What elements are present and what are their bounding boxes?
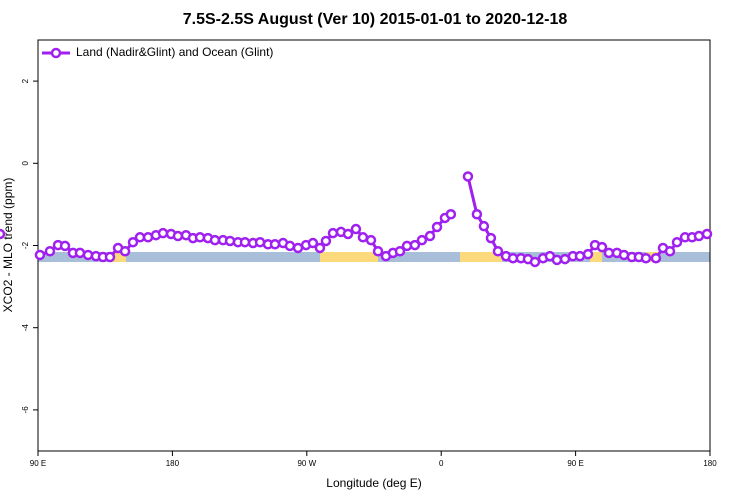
point [394, 246, 406, 257]
legend-marker [50, 47, 62, 59]
point [269, 239, 281, 250]
point [209, 234, 221, 246]
point [492, 246, 504, 257]
y-axis-label: XCO2 - MLO trend (ppm) [1, 178, 15, 313]
point [157, 227, 169, 239]
point [134, 232, 146, 243]
point [59, 240, 71, 252]
point [320, 235, 332, 247]
x-axis-label: Longitude (deg E) [326, 476, 421, 490]
point [650, 252, 662, 264]
land-strip [110, 252, 126, 262]
point [239, 236, 251, 248]
point [44, 246, 56, 257]
point [485, 232, 497, 244]
point [603, 247, 615, 259]
point [74, 247, 86, 259]
point [409, 239, 421, 251]
point [471, 209, 483, 220]
point [224, 235, 236, 247]
point [292, 242, 304, 254]
point [582, 248, 594, 260]
point [462, 171, 474, 182]
point [307, 237, 319, 249]
x-tick-label: 0 [439, 459, 444, 468]
point [671, 236, 683, 248]
x-tick-label: 180 [166, 459, 180, 468]
point [0, 228, 6, 240]
point [82, 249, 94, 261]
point [551, 254, 563, 266]
x-tick-label: 90 E [567, 459, 583, 468]
x-tick-label: 90 E [30, 459, 46, 468]
point [372, 246, 384, 257]
legend-label: Land (Nadir&Glint) and Ocean (Glint) [76, 45, 273, 59]
y-tick-label: 2 [21, 78, 30, 83]
point [127, 236, 139, 248]
point [574, 250, 586, 262]
point [701, 228, 713, 240]
point [445, 209, 457, 220]
y-tick-label: 0 [21, 161, 30, 166]
point [284, 240, 296, 252]
point [342, 228, 354, 240]
x-tick-label: 90 W [297, 459, 316, 468]
point [478, 220, 490, 232]
point [431, 221, 443, 233]
point [350, 223, 362, 235]
point [314, 242, 326, 254]
point [357, 232, 369, 243]
land-strip [590, 252, 602, 262]
point [172, 230, 184, 242]
land-strip [460, 252, 502, 262]
point [640, 252, 652, 264]
y-tick-label: -6 [21, 406, 30, 414]
point [424, 230, 436, 242]
land-strip [320, 252, 378, 262]
point [365, 234, 377, 246]
point [327, 227, 339, 239]
point [596, 241, 608, 253]
y-tick-label: -4 [21, 324, 30, 332]
point [34, 249, 46, 261]
point [416, 234, 428, 246]
point [529, 256, 541, 268]
point [693, 230, 705, 242]
point [664, 246, 676, 257]
point [119, 246, 131, 257]
point [104, 251, 116, 263]
chart-title: 7.5S-2.5S August (Ver 10) 2015-01-01 to … [183, 11, 568, 28]
x-tick-label: 180 [703, 459, 717, 468]
y-tick-label: -2 [21, 241, 30, 249]
